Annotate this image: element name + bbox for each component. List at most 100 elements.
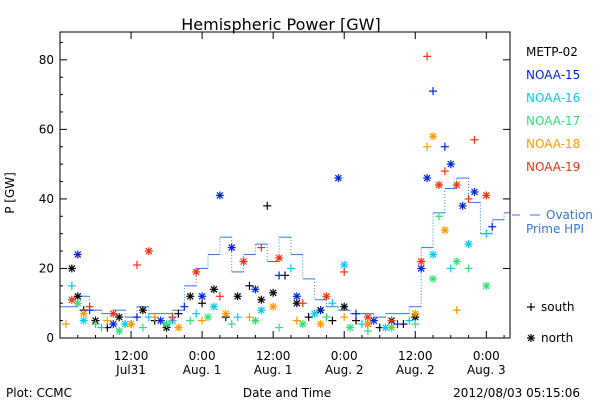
south-point (168, 313, 177, 322)
south-point (245, 313, 254, 322)
north-point (221, 309, 230, 318)
north-point (198, 292, 207, 301)
south-point (257, 243, 266, 252)
north-legend-symbol (527, 334, 535, 342)
south-point (138, 323, 147, 332)
north-point (239, 257, 248, 266)
south-point (405, 316, 414, 325)
south-point (198, 316, 207, 325)
south-point (180, 302, 189, 311)
x-tick-label: 12:00 (114, 349, 149, 363)
south-point (298, 299, 307, 308)
south-point (440, 142, 449, 151)
marker-legend-label: north (541, 331, 573, 345)
x-tick-date: Jul31 (115, 363, 146, 377)
north-point (298, 320, 307, 329)
north-point (363, 313, 372, 322)
ovation-series (60, 177, 510, 318)
chart-title: Hemispheric Power [GW] (181, 15, 380, 34)
south-point (198, 299, 207, 308)
plot-frame (59, 31, 511, 339)
north-point (109, 320, 118, 329)
north-point (79, 309, 88, 318)
south-point (227, 320, 236, 329)
south-point (328, 316, 337, 325)
south-point (186, 316, 195, 325)
north-point (73, 292, 82, 301)
north-point (257, 295, 266, 304)
legend-entry: NOAA-18 (526, 137, 580, 151)
legend-entry: METP-02 (526, 45, 578, 59)
south-point (292, 316, 301, 325)
north-point (79, 316, 88, 325)
north-point (73, 299, 82, 308)
south-point (286, 264, 295, 273)
south-point (452, 306, 461, 315)
ovation-legend-label: Ovation (546, 208, 593, 222)
x-tick-label: 12:00 (256, 349, 291, 363)
south-point (67, 281, 76, 290)
footer-timestamp: 2012/08/03 05:15:06 (453, 386, 580, 400)
north-point (423, 174, 432, 183)
south-point (429, 87, 438, 96)
south-point (446, 264, 455, 273)
x-tick-label: 0:00 (331, 349, 358, 363)
south-point (464, 194, 473, 203)
x-tick-date: Aug. 1 (254, 363, 293, 377)
legend: METP-02 NOAA-15 NOAA-16 NOAA-17 NOAA-18 NOAA-… (512, 45, 593, 345)
north-point (429, 132, 438, 141)
south-point (150, 313, 159, 322)
south-point (411, 320, 420, 329)
north-point (417, 264, 426, 273)
legend-entry: NOAA-17 (526, 114, 580, 128)
south-point (328, 299, 337, 308)
south-point (340, 267, 349, 276)
y-tick-label: 80 (39, 53, 54, 67)
y-tick-label: 40 (39, 192, 54, 206)
north-point (452, 181, 461, 189)
south-point (263, 201, 272, 210)
south-point (91, 320, 100, 329)
footer-credit: Plot: CCMC (6, 386, 72, 400)
north-point (209, 285, 218, 294)
north-point (322, 292, 331, 301)
south-point (340, 313, 349, 322)
south-point (464, 264, 473, 273)
north-point (73, 250, 82, 259)
x-tick-label: 0:00 (473, 349, 500, 363)
north-point (363, 320, 372, 329)
y-tick-label: 60 (39, 122, 54, 136)
south-point (434, 212, 443, 221)
south-point (103, 316, 112, 325)
north-point (67, 264, 76, 273)
north-point (257, 306, 266, 315)
north-point (446, 160, 455, 169)
north-point (470, 187, 479, 196)
x-tick-date: Aug. 1 (183, 363, 222, 377)
ovation-legend-label-2: Prime HPI (526, 222, 584, 236)
south-point (387, 316, 396, 325)
south-point (423, 52, 432, 61)
south-point (245, 281, 254, 290)
north-point (417, 257, 426, 266)
x-tick-label: 0:00 (189, 349, 216, 363)
north-point (482, 281, 491, 290)
north-point (452, 257, 461, 266)
north-point (144, 247, 153, 256)
north-point (340, 260, 349, 269)
south-point (132, 260, 141, 269)
legend-entry: NOAA-19 (526, 160, 580, 174)
north-point (192, 267, 201, 276)
south-point (440, 167, 449, 176)
north-point (440, 226, 449, 235)
north-point (115, 313, 124, 322)
south-point (61, 320, 70, 329)
south-point (423, 142, 432, 151)
south-point (352, 309, 361, 318)
south-point (233, 313, 242, 322)
south-point (482, 229, 491, 238)
south-point (174, 309, 183, 318)
north-point (204, 313, 213, 322)
south-point (132, 313, 141, 322)
